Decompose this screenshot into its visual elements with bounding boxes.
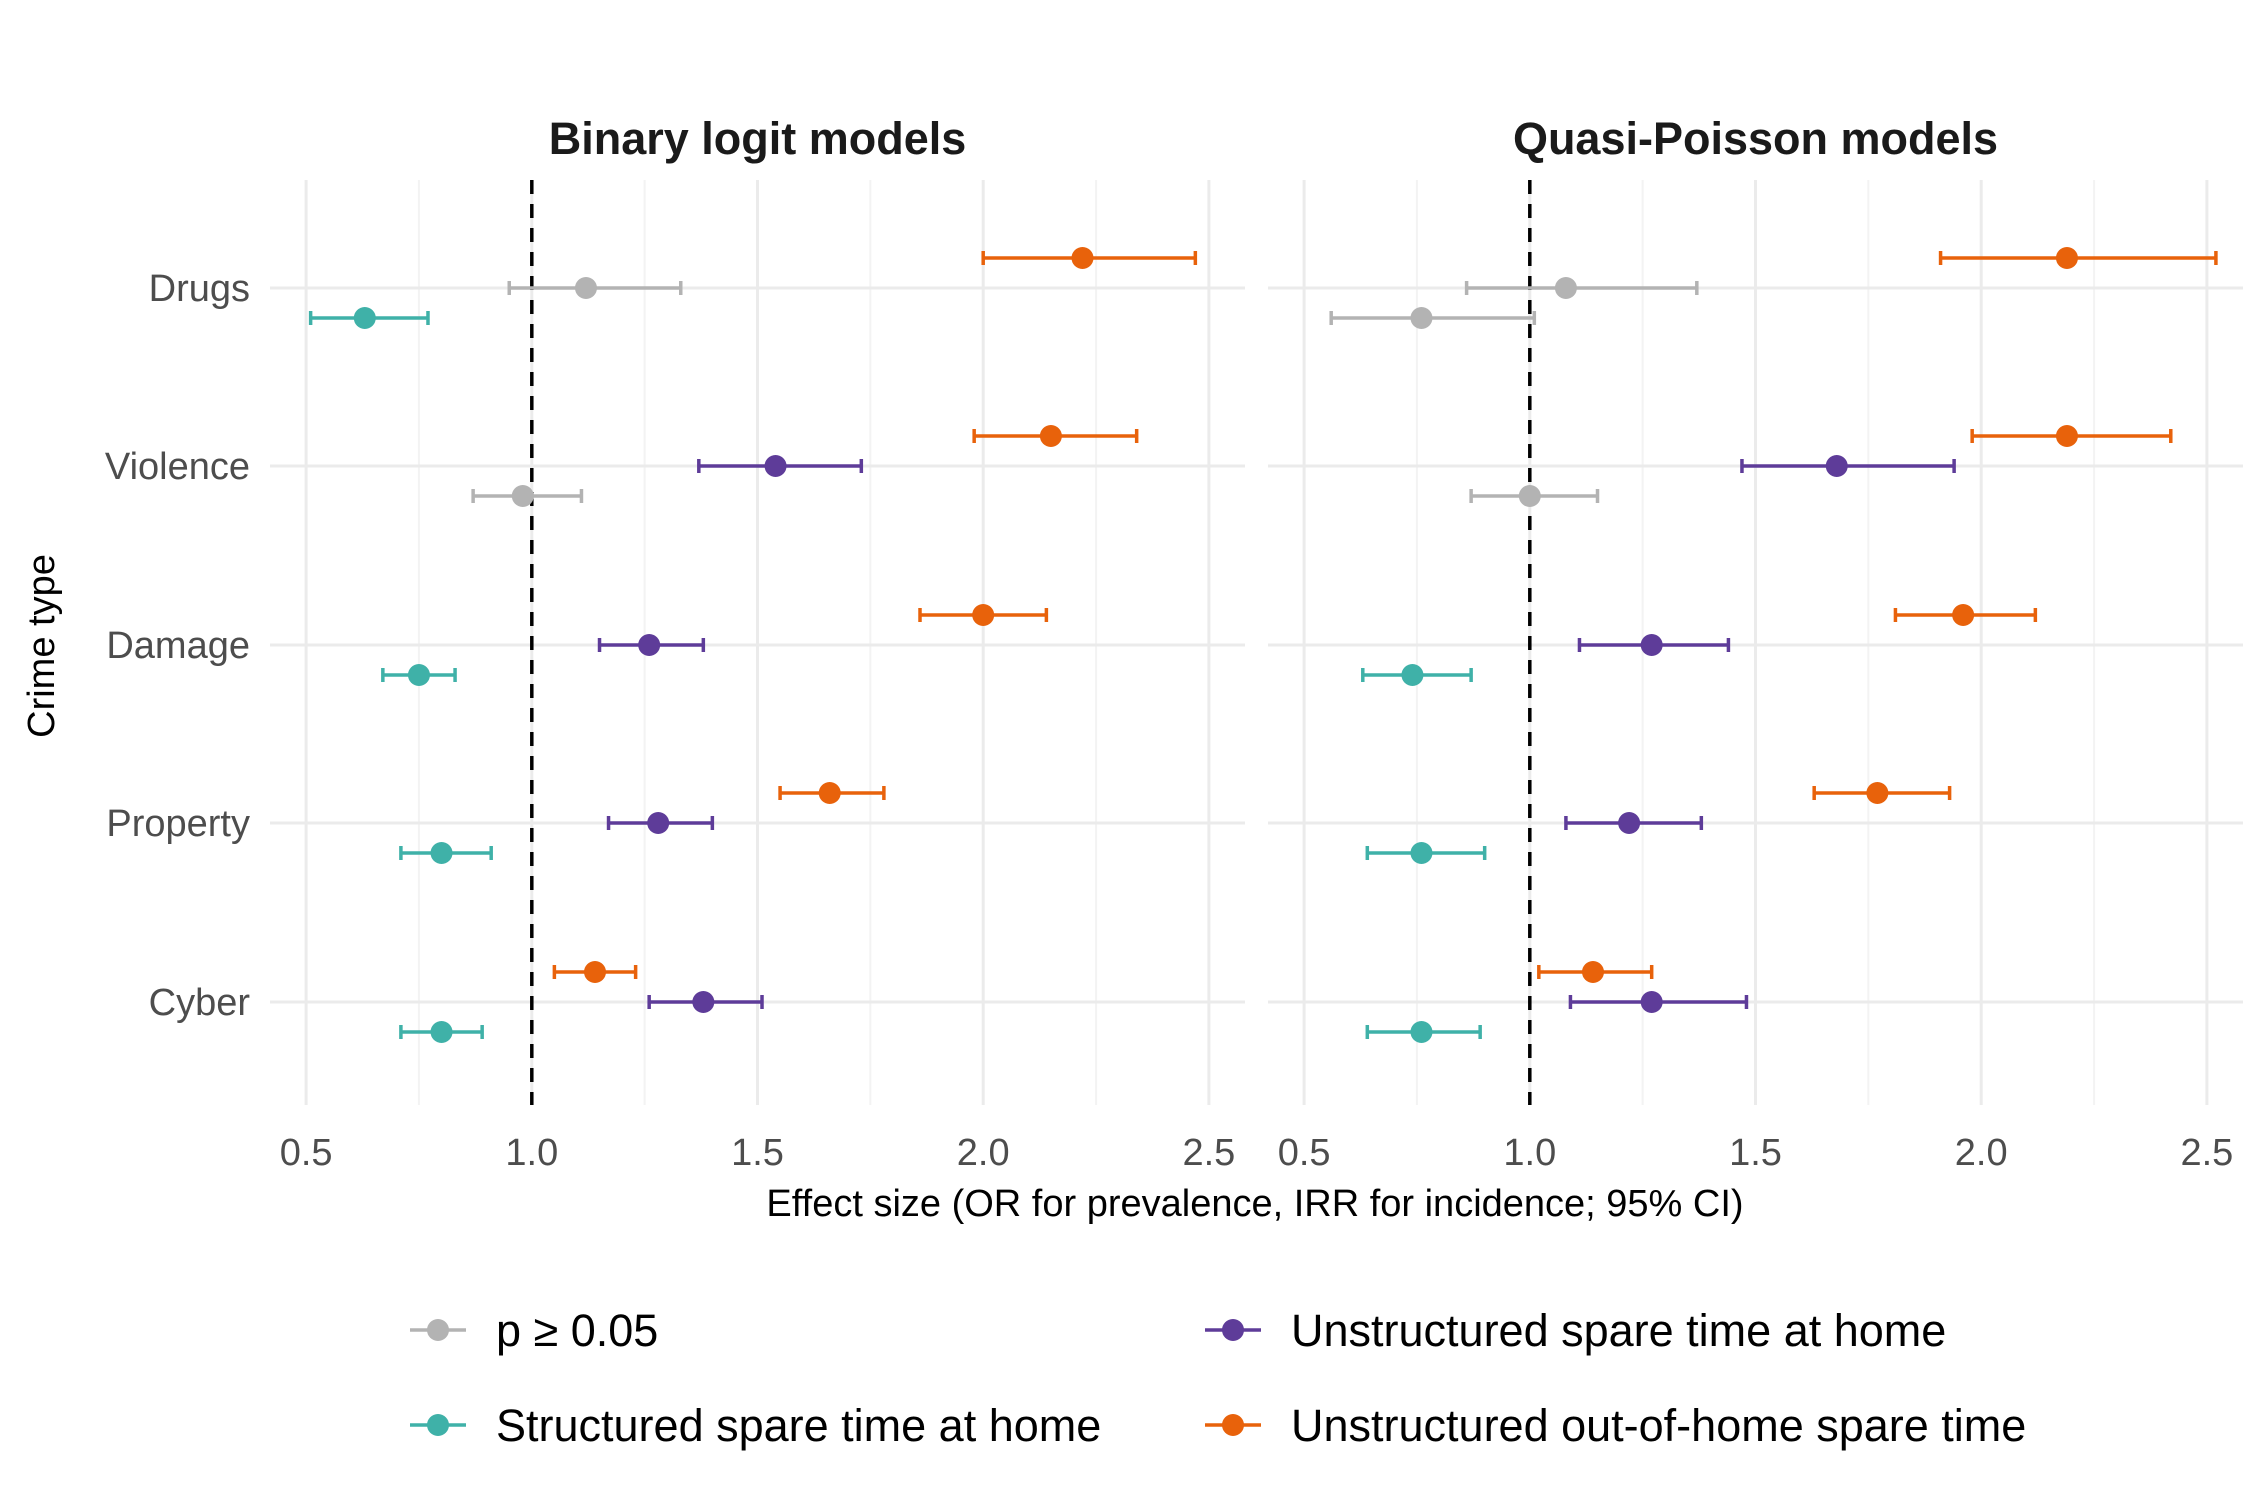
x-tick-label: 2.5 xyxy=(1182,1132,1235,1174)
data-point-drugs-out-of-home xyxy=(981,247,1198,269)
data-point-property-structured-home xyxy=(399,842,493,864)
point-estimate xyxy=(1952,604,1975,626)
point-estimate xyxy=(1410,842,1433,864)
point-estimate xyxy=(430,842,453,864)
panel-title: Quasi-Poisson models xyxy=(1513,113,1998,164)
data-point-damage-out-of-home xyxy=(1893,604,2038,626)
data-point-drugs-out-of-home xyxy=(1938,247,2218,269)
data-point-cyber-out-of-home xyxy=(1537,961,1654,983)
point-estimate xyxy=(638,634,661,656)
point-estimate xyxy=(1866,782,1889,804)
data-point-drugs-structured-home xyxy=(1329,307,1537,329)
x-tick-label: 2.5 xyxy=(2180,1132,2233,1174)
data-point-damage-unstructured-home xyxy=(597,634,706,656)
data-point-property-unstructured-home xyxy=(1564,812,1704,834)
point-estimate xyxy=(584,961,606,983)
data-point-violence-unstructured-home xyxy=(697,455,864,477)
point-estimate xyxy=(574,277,597,299)
data-point-cyber-unstructured-home xyxy=(1568,991,1749,1013)
point-estimate xyxy=(1410,307,1433,329)
x-tick-label: 1.0 xyxy=(505,1132,558,1174)
legend-item-out-of-home: Unstructured out-of-home spare time xyxy=(1205,1400,2026,1451)
data-point-violence-structured-home xyxy=(471,485,584,507)
point-estimate xyxy=(1618,812,1641,834)
y-tick-label: Damage xyxy=(106,625,250,667)
legend-key-point xyxy=(427,1414,449,1436)
data-point-damage-structured-home xyxy=(1361,664,1473,686)
data-point-damage-out-of-home xyxy=(918,604,1049,626)
point-estimate xyxy=(1640,991,1663,1013)
data-point-drugs-unstructured-home xyxy=(507,277,683,299)
data-point-drugs-unstructured-home xyxy=(1464,277,1699,299)
legend-label: Structured spare time at home xyxy=(496,1400,1101,1451)
data-point-damage-structured-home xyxy=(381,664,457,686)
point-estimate xyxy=(1518,485,1541,507)
x-tick-label: 0.5 xyxy=(280,1132,333,1174)
legend-label: Unstructured spare time at home xyxy=(1291,1305,1946,1356)
point-estimate xyxy=(764,455,787,477)
x-tick-label: 2.0 xyxy=(957,1132,1010,1174)
point-estimate xyxy=(1071,247,1094,269)
x-tick-label: 2.0 xyxy=(1955,1132,2008,1174)
legend-label: Unstructured out-of-home spare time xyxy=(1291,1400,2026,1451)
y-tick-label: Cyber xyxy=(149,982,251,1024)
data-point-cyber-unstructured-home xyxy=(647,991,764,1013)
point-estimate xyxy=(1401,664,1424,686)
data-point-cyber-structured-home xyxy=(1365,1021,1482,1043)
data-point-cyber-out-of-home xyxy=(552,961,638,983)
point-estimate xyxy=(972,604,995,626)
point-estimate xyxy=(2055,425,2078,447)
legend: p ≥ 0.05 Unstructured spare time at home S… xyxy=(410,1305,2026,1451)
data-point-drugs-structured-home xyxy=(308,307,430,329)
data-point-violence-out-of-home xyxy=(1970,425,2173,447)
point-estimate xyxy=(430,1021,453,1043)
y-axis-title: Crime type xyxy=(21,554,63,738)
x-axis-title: Effect size (OR for prevalence, IRR for … xyxy=(766,1183,1743,1225)
y-tick-label: Drugs xyxy=(149,268,250,310)
data-point-violence-out-of-home xyxy=(972,425,1139,447)
panel-quasi-poisson: Quasi-Poisson models 0.5 1.0 1.5 2.0 2.5 xyxy=(1268,113,2243,1174)
y-tick-label: Property xyxy=(106,803,250,845)
legend-key-point xyxy=(1222,1319,1244,1341)
x-tick-label: 0.5 xyxy=(1278,1132,1331,1174)
data-point-violence-unstructured-home xyxy=(1740,455,1956,477)
legend-key-point xyxy=(1222,1414,1244,1436)
point-estimate xyxy=(2055,247,2078,269)
panel-title: Binary logit models xyxy=(549,113,967,164)
data-point-property-structured-home xyxy=(1365,842,1487,864)
point-estimate xyxy=(1640,634,1663,656)
x-tick-label: 1.5 xyxy=(731,1132,784,1174)
data-point-damage-unstructured-home xyxy=(1577,634,1731,656)
x-tick-label: 1.5 xyxy=(1729,1132,1782,1174)
point-estimate xyxy=(511,485,534,507)
point-estimate xyxy=(1410,1021,1433,1043)
data-point-property-unstructured-home xyxy=(606,812,715,834)
legend-key-point xyxy=(427,1319,449,1341)
point-estimate xyxy=(1554,277,1577,299)
legend-label: p ≥ 0.05 xyxy=(496,1305,658,1356)
point-estimate xyxy=(1039,425,1062,447)
y-tick-label: Violence xyxy=(105,446,250,488)
data-point-property-out-of-home xyxy=(778,782,886,804)
x-tick-label: 1.0 xyxy=(1503,1132,1556,1174)
point-estimate xyxy=(407,664,430,686)
data-point-cyber-structured-home xyxy=(399,1021,484,1043)
data-point-property-out-of-home xyxy=(1812,782,1952,804)
legend-item-structured-home: Structured spare time at home xyxy=(410,1400,1101,1451)
point-estimate xyxy=(647,812,670,834)
data-point-violence-structured-home xyxy=(1469,485,1600,507)
legend-item-ns: p ≥ 0.05 xyxy=(410,1305,658,1356)
point-estimate xyxy=(1825,455,1848,477)
point-estimate xyxy=(1582,961,1604,983)
point-estimate xyxy=(353,307,376,329)
y-axis-labels: Drugs Violence Damage Property Cyber xyxy=(105,268,250,1024)
point-estimate xyxy=(818,782,841,804)
legend-item-unstructured-home: Unstructured spare time at home xyxy=(1205,1305,1946,1356)
panel-binary-logit: Binary logit models 0.5 1.0 1.5 2.0 2.5 xyxy=(270,113,1245,1174)
point-estimate xyxy=(692,991,715,1013)
